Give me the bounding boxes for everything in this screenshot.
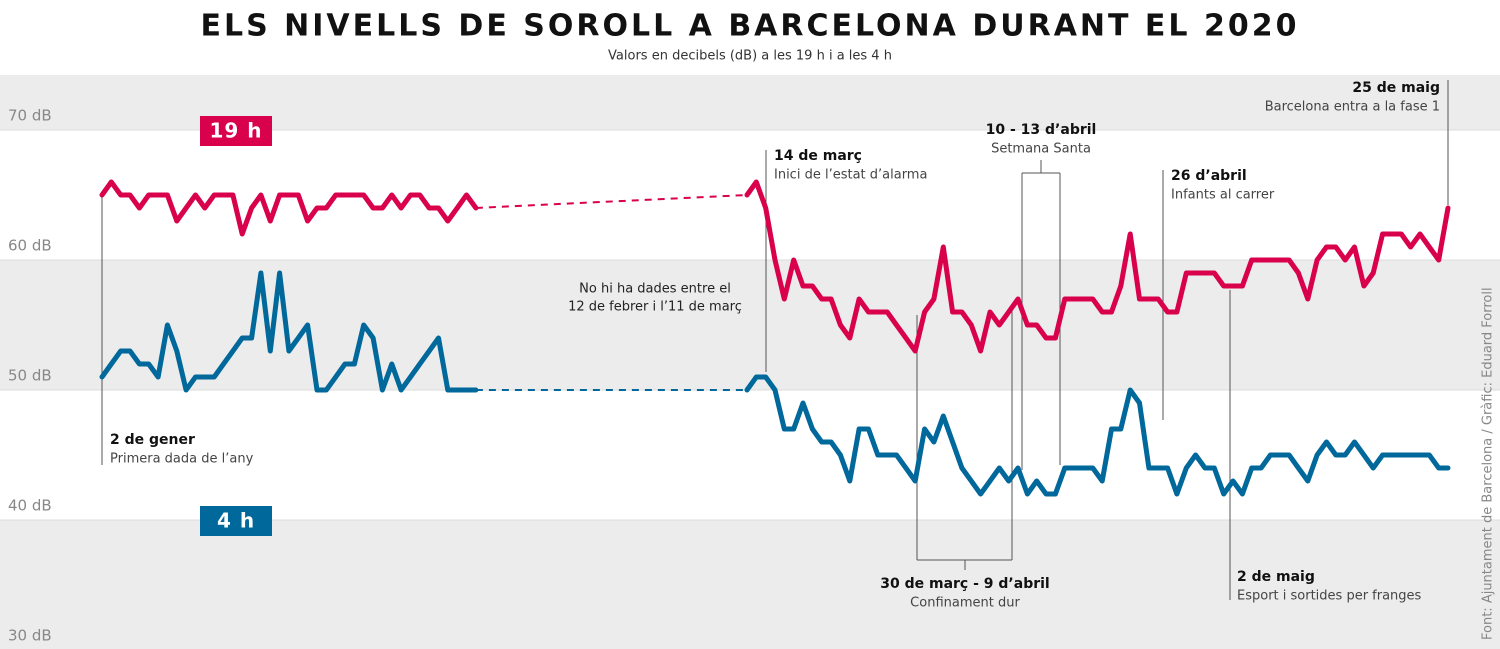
annotation-title: 25 de maig bbox=[1352, 80, 1440, 96]
annotation-text: Setmana Santa bbox=[991, 142, 1091, 157]
annotation-text: Inici de l’estat d’alarma bbox=[774, 168, 927, 183]
series-line bbox=[99, 179, 479, 237]
note: 12 de febrer i l’11 de març bbox=[568, 300, 742, 315]
annotation-text: Confinament dur bbox=[910, 596, 1020, 611]
band bbox=[0, 390, 1500, 520]
band bbox=[0, 260, 1500, 390]
annotation-text: Barcelona entra a la fase 1 bbox=[1265, 100, 1440, 115]
annotation-title: 14 de març bbox=[774, 148, 862, 164]
note: No hi ha dades entre el bbox=[579, 282, 731, 297]
annotation-text: Infants al carrer bbox=[1171, 188, 1275, 203]
y-tick-label: 40 dB bbox=[8, 497, 52, 515]
series-line bbox=[744, 179, 1451, 354]
chart-subtitle: Valors en decibels (dB) a les 19 h i a l… bbox=[608, 49, 892, 64]
annotation-text: Esport i sortides per franges bbox=[1237, 589, 1422, 604]
legend-label: 19 h bbox=[209, 119, 262, 143]
labels: 30 dB 40 dB 50 dB 60 dB 70 dB 19 h 4 h 2 de gen… bbox=[8, 80, 1440, 645]
gap-connector bbox=[475, 194, 748, 209]
y-tick-label: 50 dB bbox=[8, 367, 52, 385]
lines bbox=[99, 179, 1451, 497]
source: Font: Ajuntament de Barcelona / Gràfic: … bbox=[1481, 287, 1496, 640]
y-tick-label: 60 dB bbox=[8, 237, 52, 255]
y-tick-label: 70 dB bbox=[8, 107, 52, 125]
series-line bbox=[99, 270, 479, 393]
annotation-title: 2 de maig bbox=[1237, 569, 1315, 585]
annotation-title: 10 - 13 d’abril bbox=[986, 122, 1097, 138]
y-tick-label: 30 dB bbox=[8, 627, 52, 645]
legend-label: 4 h bbox=[217, 509, 255, 533]
chart-title: ELS NIVELLS DE SOROLL A BARCELONA DURANT… bbox=[201, 9, 1300, 44]
legend-swatch bbox=[200, 506, 272, 536]
annotation-title: 30 de març - 9 d’abril bbox=[880, 576, 1049, 592]
legend-swatch bbox=[200, 116, 272, 146]
band bbox=[0, 520, 1500, 649]
annotation-title: 2 de gener bbox=[110, 432, 195, 448]
series-line bbox=[744, 374, 1451, 497]
annotations bbox=[101, 80, 1449, 600]
annotation-text: Primera dada de l’any bbox=[110, 452, 254, 467]
annotation-title: 26 d’abril bbox=[1171, 168, 1247, 184]
